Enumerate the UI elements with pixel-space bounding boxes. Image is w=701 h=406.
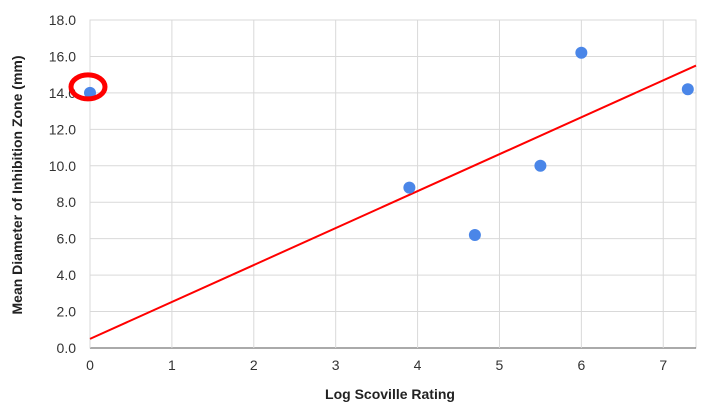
x-tick-label: 0 (86, 357, 94, 373)
y-tick-label: 18.0 (49, 12, 76, 28)
y-tick-label: 0.0 (57, 340, 77, 356)
x-tick-label: 2 (250, 357, 258, 373)
data-point (681, 83, 694, 96)
x-tick-label: 3 (332, 357, 340, 373)
data-points (84, 46, 694, 242)
grid-lines (89, 19, 697, 349)
data-point (575, 46, 588, 59)
x-axis-title: Log Scoville Rating (325, 386, 455, 402)
annotations (68, 72, 108, 102)
y-tick-label: 8.0 (57, 194, 77, 210)
x-tick-label: 1 (168, 357, 176, 373)
x-tick-label: 4 (414, 357, 422, 373)
x-tick-labels: 0 1 2 3 4 5 6 7 (86, 357, 667, 373)
y-tick-label: 4.0 (57, 267, 77, 283)
y-tick-labels: 0.02.04.06.08.010.012.014.016.018.0 (49, 12, 76, 356)
y-tick-label: 2.0 (57, 304, 77, 320)
data-point (403, 181, 416, 194)
trendline (89, 64, 697, 340)
y-tick-label: 6.0 (57, 231, 77, 247)
x-tick-label: 7 (659, 357, 667, 373)
highlight-ellipse (68, 72, 108, 102)
y-tick-label: 16.0 (49, 48, 76, 64)
x-tick-label: 5 (496, 357, 504, 373)
y-tick-label: 12.0 (49, 121, 76, 137)
data-point (534, 159, 547, 172)
data-point (468, 229, 481, 242)
x-tick-label: 6 (577, 357, 585, 373)
y-axis-title: Mean Diameter of Inhibition Zone (mm) (9, 55, 25, 314)
y-tick-label: 10.0 (49, 158, 76, 174)
